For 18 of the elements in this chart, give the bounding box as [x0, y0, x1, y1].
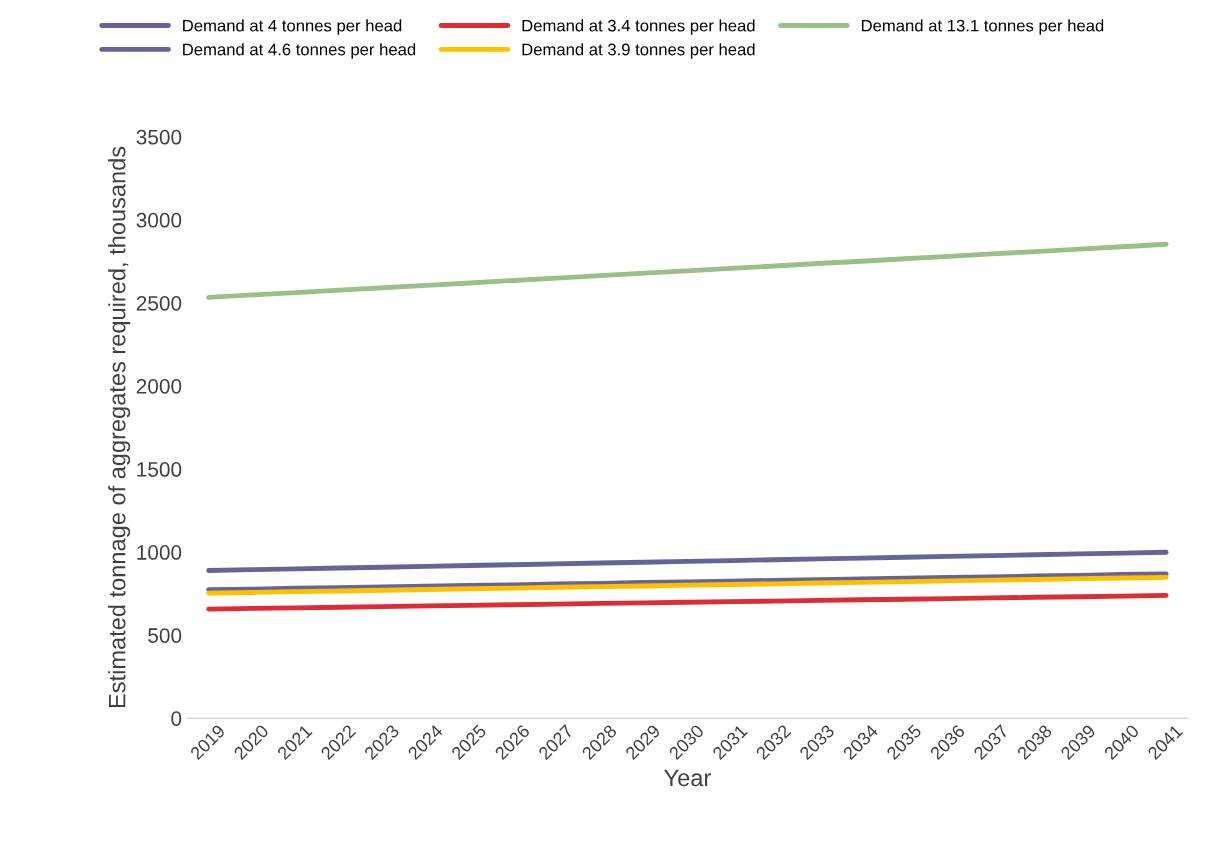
- line-series: [206, 241, 1169, 300]
- legend-label: Demand at 4.6 tonnes per head: [183, 43, 416, 59]
- legend-label: Demand at 3.4 tonnes per head: [522, 19, 755, 35]
- legend-label: Demand at 13.1 tonnes per head: [861, 19, 1104, 35]
- y-tick-label: 1500: [137, 462, 182, 477]
- x-axis-title: Year: [664, 769, 711, 787]
- y-tick-label: 2000: [136, 378, 182, 394]
- y-tick-label: 0: [171, 711, 182, 726]
- y-axis-title: Estimated tonnage of aggregates required, thousands: [108, 146, 131, 708]
- line-series: [206, 549, 1169, 573]
- legend-label: Demand at 4 tonnes per head: [183, 19, 402, 35]
- legend-label: Demand at 3.9 tonnes per head: [522, 43, 755, 59]
- y-tick-label: 3500: [136, 129, 182, 145]
- line-series: [206, 593, 1169, 612]
- y-tick-label: 3000: [136, 212, 182, 228]
- y-tick-label: 1000: [137, 545, 182, 560]
- y-tick-label: 2500: [136, 295, 182, 311]
- y-tick-label: 500: [148, 628, 182, 643]
